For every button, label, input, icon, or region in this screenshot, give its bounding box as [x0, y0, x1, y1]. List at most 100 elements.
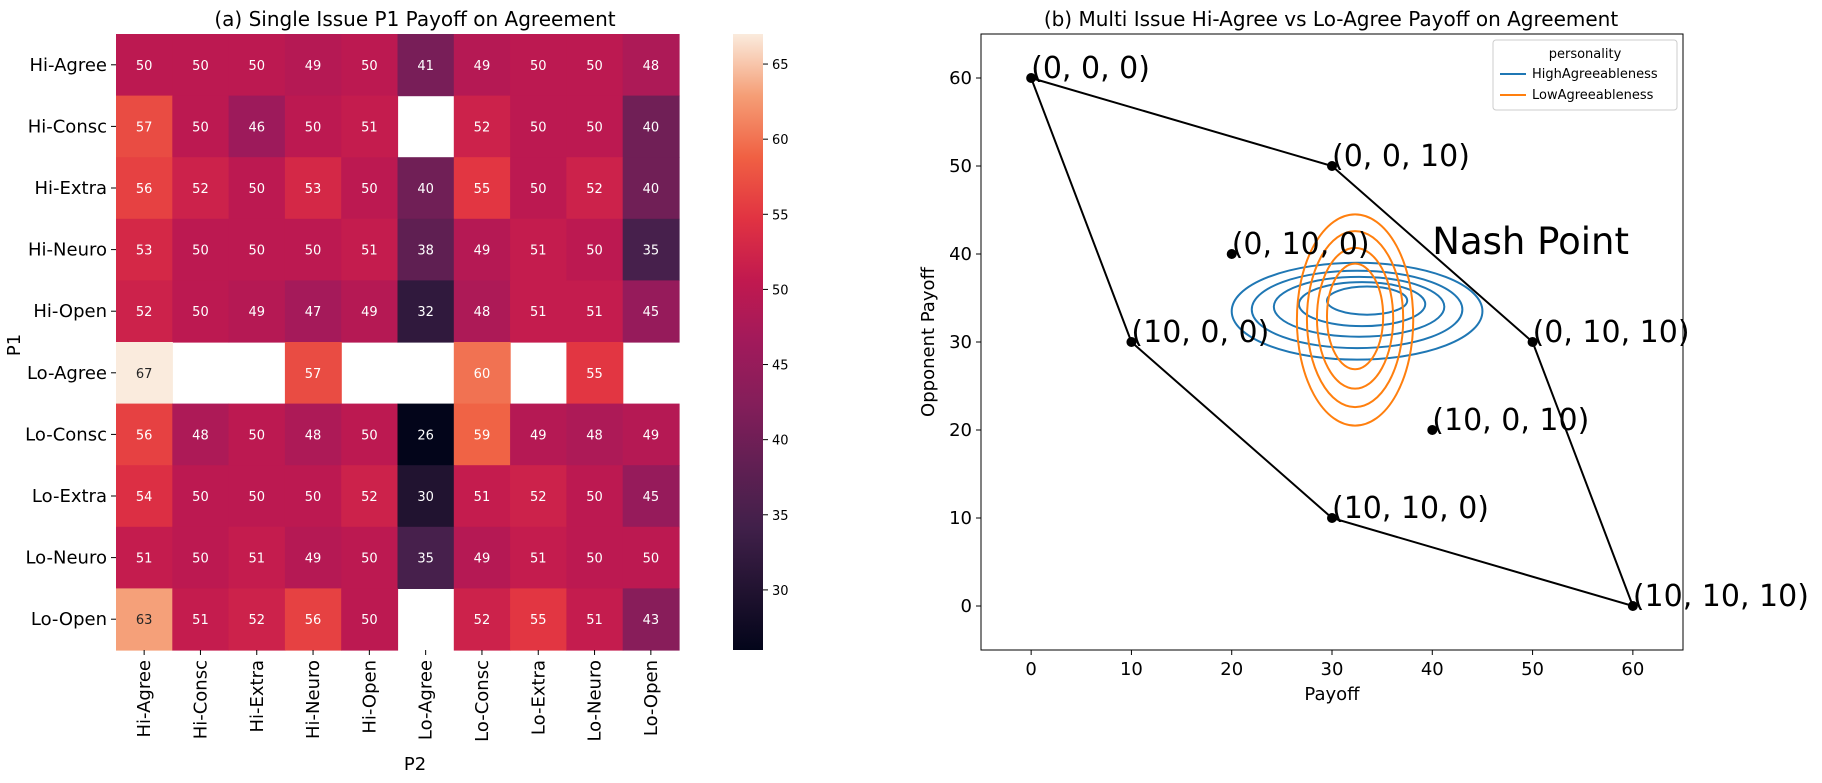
heatmap-cell-value: 52 [530, 490, 547, 505]
heatmap-cell [116, 157, 173, 220]
heatmap-cell [566, 34, 624, 97]
heatmap-column-label: Lo-Extra [528, 660, 549, 735]
kde-contour-LowAgreeableness [1325, 262, 1385, 371]
heatmap-cell [228, 95, 286, 158]
heatmap-cell [566, 465, 624, 528]
heatmap-cells: 50 50 50 49 50 41 49 50 50 48 57 50 46 50 51 52 50 50 40 56… [116, 34, 680, 651]
heatmap-cell-value: 45 [643, 490, 660, 505]
colorbar-tick-label: 60 [772, 133, 789, 148]
heatmap-cell [172, 34, 230, 97]
legend-entry-high: HighAgreeableness [1532, 67, 1658, 82]
heatmap-cell [341, 34, 399, 97]
colorbar-tick-label: 40 [772, 434, 789, 449]
heatmap-xlabel: P2 [404, 754, 426, 775]
heatmap-cell-value: 50 [305, 244, 322, 259]
heatmap-row-label: Hi-Extra [34, 178, 107, 199]
heatmap-column-labels: Hi-Agree Hi-Consc Hi-Extra Hi-Neuro Hi-Open L… [134, 650, 662, 742]
heatmap-cell [510, 280, 567, 343]
heatmap-cell [453, 465, 511, 528]
heatmap-cell [453, 342, 511, 405]
heatmap-cell-value: 48 [305, 428, 322, 443]
scatter-point-label: (0, 0, 0) [1031, 51, 1150, 86]
heatmap-cell-value: 48 [643, 59, 660, 74]
heatmap-cell-value: 35 [417, 552, 434, 567]
heatmap-row-labels: Hi-Agree Hi-Consc Hi-Extra Hi-Neuro Hi-Open L… [25, 55, 116, 630]
heatmap-cell-value: 52 [586, 182, 603, 197]
y-tick-label: 50 [949, 156, 972, 177]
scatter-point [1327, 513, 1337, 523]
heatmap-cell-value: 51 [192, 613, 209, 628]
colorbar-tick-label: 50 [772, 283, 789, 298]
heatmap-row-label: Hi-Agree [29, 55, 107, 76]
heatmap-cell-value: 51 [530, 552, 547, 567]
kde-contour-HighAgreeableness [1272, 275, 1446, 338]
heatmap-cell [510, 465, 567, 528]
heatmap-cell [284, 218, 342, 281]
heatmap-cell-value: 50 [305, 120, 322, 135]
scatter-points [1026, 73, 1638, 611]
heatmap-cell [566, 526, 624, 589]
heatmap-cell [397, 526, 455, 589]
heatmap-cell-value: 49 [361, 305, 378, 320]
heatmap-cell-value: 50 [248, 428, 265, 443]
heatmap-cell-value: 49 [305, 59, 322, 74]
heatmap-cell [341, 95, 399, 158]
kde-contour-LowAgreeableness [1305, 230, 1405, 409]
heatmap-row-label: Lo-Extra [32, 486, 107, 507]
y-tick-label: 0 [961, 596, 972, 617]
scatter-point-labels: (0, 0, 0) (0, 0, 10) (0, 10, 0) (10, 0, 0) (… [1031, 51, 1809, 614]
heatmap-cell [453, 403, 511, 466]
heatmap-row-label: Hi-Neuro [28, 240, 107, 261]
heatmap-cell-value: 52 [192, 182, 209, 197]
heatmap-cell-value: 48 [586, 428, 603, 443]
scatter-panel: (b) Multi Issue Hi-Agree vs Lo-Agree Pay… [918, 7, 1809, 705]
heatmap-cell-value: 49 [474, 59, 491, 74]
heatmap-row-label: Hi-Consc [28, 116, 107, 137]
heatmap-cell-value: 35 [643, 244, 660, 259]
heatmap-cell [566, 95, 624, 158]
heatmap-cell-value: 41 [417, 59, 434, 74]
heatmap-row-label: Lo-Consc [25, 424, 107, 445]
heatmap-cell [341, 526, 399, 589]
heatmap-cell-value: 51 [586, 305, 603, 320]
heatmap-cell-value: 50 [530, 182, 547, 197]
scatter-point [1327, 161, 1337, 171]
heatmap-cell [341, 280, 399, 343]
heatmap-cell [566, 280, 624, 343]
heatmap-panel: (a) Single Issue P1 Payoff on Agreement … [4, 7, 789, 775]
heatmap-cell [622, 465, 680, 528]
heatmap-cell-value: 50 [361, 552, 378, 567]
heatmap-cell-value: 50 [248, 59, 265, 74]
heatmap-cell-value: 51 [361, 244, 378, 259]
heatmap-cell-value: 54 [136, 490, 153, 505]
heatmap-cell-value: 50 [248, 244, 265, 259]
scatter-xlabel: Payoff [1304, 684, 1360, 705]
heatmap-cell-value: 50 [361, 182, 378, 197]
heatmap-cell [284, 34, 342, 97]
scatter-kde-contours [1230, 213, 1484, 427]
scatter-point [1527, 337, 1538, 347]
scatter-point [1226, 249, 1237, 259]
heatmap-column-label: Hi-Open [359, 660, 380, 734]
x-tick-label: 50 [1521, 659, 1544, 680]
heatmap-cell-value: 63 [136, 613, 153, 628]
heatmap-cell-value: 43 [643, 613, 660, 628]
heatmap-cell-value: 48 [474, 305, 491, 320]
heatmap-cell-value: 46 [248, 120, 265, 135]
legend-entry-low: LowAgreeableness [1532, 88, 1654, 103]
scatter-point-label: (0, 10, 0) [1232, 227, 1370, 262]
heatmap-cell-value: 50 [586, 59, 603, 74]
heatmap-cell-value: 48 [192, 428, 209, 443]
heatmap-row-label: Lo-Neuro [25, 548, 107, 569]
heatmap-cell [622, 403, 680, 466]
heatmap-cell-value: 32 [417, 305, 434, 320]
legend-title: personality [1549, 47, 1622, 62]
heatmap-cell [116, 465, 173, 528]
scatter-point [1627, 601, 1638, 611]
heatmap-cell-value: 50 [643, 552, 660, 567]
heatmap-cell [116, 588, 173, 651]
heatmap-cell-value: 51 [474, 490, 491, 505]
colorbar-tick-label: 55 [772, 208, 789, 223]
colorbar-tick-label: 45 [772, 359, 789, 374]
heatmap-cell [228, 526, 286, 589]
